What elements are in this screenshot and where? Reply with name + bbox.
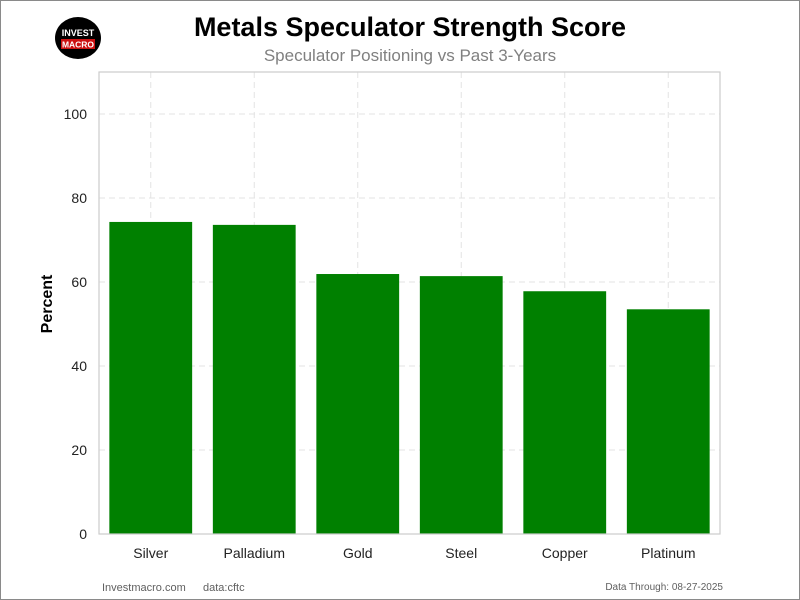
svg-text:MACRO: MACRO	[62, 40, 94, 50]
bar-silver	[109, 221, 193, 534]
svg-text:INVEST: INVEST	[62, 28, 95, 38]
x-tick-label: Copper	[542, 545, 588, 561]
y-tick-label: 80	[71, 190, 87, 206]
plot-area-border	[98, 71, 721, 535]
chart-subtitle: Speculator Positioning vs Past 3-Years	[263, 46, 557, 65]
x-tick-label: Palladium	[224, 545, 285, 561]
y-tick-label: 60	[71, 274, 87, 290]
bar-gold	[316, 274, 400, 534]
bar-copper	[523, 291, 607, 534]
x-tick-label: Gold	[343, 545, 373, 561]
bar-palladium	[212, 224, 296, 534]
bars	[109, 221, 710, 534]
footer-date: Data Through: 08-27-2025	[605, 582, 723, 593]
bar-platinum	[626, 309, 710, 534]
x-tick-label: Steel	[445, 545, 477, 561]
footer-site: Investmacro.com	[102, 582, 186, 594]
footer-source: data:cftc	[203, 582, 245, 594]
bar-steel	[419, 276, 503, 534]
y-tick-label: 0	[79, 526, 87, 542]
y-tick-labels: 0 20 40 60 80 100	[64, 106, 88, 542]
investmacro-logo: INVEST MACRO	[55, 17, 101, 59]
x-tick-label: Silver	[133, 545, 168, 561]
x-tick-labels: Silver Palladium Gold Steel Copper Platinum	[133, 545, 695, 561]
y-tick-label: 20	[71, 442, 87, 458]
y-tick-label: 100	[64, 106, 88, 122]
y-tick-label: 40	[71, 358, 87, 374]
x-tick-label: Platinum	[641, 545, 695, 561]
chart-title: Metals Speculator Strength Score	[193, 12, 627, 42]
